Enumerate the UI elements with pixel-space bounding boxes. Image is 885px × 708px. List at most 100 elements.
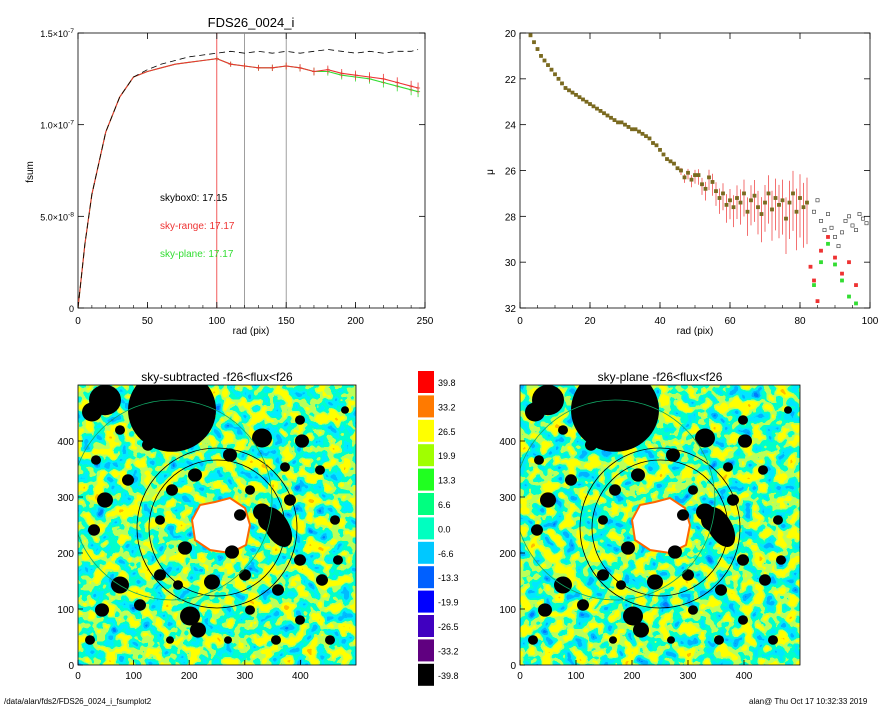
mu-point [773, 196, 778, 200]
mu-point [847, 260, 851, 265]
star-mask [316, 574, 328, 586]
mu-point [717, 196, 722, 200]
mu-point [700, 182, 704, 187]
star-mask [738, 434, 752, 448]
sky-subtracted-title: sky-subtracted -f26<flux<f26 [141, 370, 293, 384]
star-mask [88, 524, 100, 536]
annotation-sky-range: sky-range: 17.17 [160, 221, 235, 232]
mu-point [542, 58, 547, 63]
sky-plane-title: sky-plane -f26<flux<f26 [598, 370, 723, 384]
mu-point [591, 104, 596, 109]
star-mask [758, 465, 768, 475]
mu-point [703, 186, 708, 191]
mu-point [756, 205, 760, 210]
mu-point [826, 212, 830, 216]
star-mask [667, 636, 675, 644]
mu-point [822, 228, 827, 232]
mu-point [784, 216, 788, 221]
fsum-series-line [78, 58, 419, 308]
mu-point [745, 209, 750, 214]
mu-point [759, 212, 764, 216]
star-mask [623, 606, 643, 626]
star-mask [784, 406, 792, 414]
star-mask [280, 462, 290, 472]
x-tick-label: 200 [624, 671, 641, 682]
mu-point [633, 127, 638, 132]
mu-point [539, 54, 543, 58]
mu-point [864, 221, 869, 226]
mu-point [556, 76, 561, 81]
mu-point [843, 219, 848, 223]
x-tick-label: 400 [736, 671, 753, 682]
central-hole-edge-r [630, 496, 692, 555]
mu-point [553, 72, 557, 77]
star-mask [95, 603, 109, 617]
mu-point [840, 271, 844, 276]
mu-point [595, 106, 599, 111]
mu-point [675, 166, 680, 171]
mu-point [808, 264, 813, 269]
mu-point [812, 278, 816, 283]
mu-plot: 0 20 40 60 80 100 20 22 24 26 28 30 32 rad (pix) μ [485, 29, 879, 337]
y-tick-label: 100 [499, 605, 516, 616]
mu-point [696, 173, 701, 177]
aperture-inner [148, 459, 286, 597]
mu-point [850, 223, 855, 228]
sky-subtracted-frame [77, 384, 357, 666]
colorbar-label: -6.6 [438, 549, 454, 559]
star-mask [295, 434, 309, 448]
central-hole-edge [190, 496, 252, 555]
star-mask [688, 605, 698, 615]
star-mask [682, 569, 694, 581]
y-tick-label: 400 [499, 437, 516, 448]
star-mask [776, 555, 786, 565]
mu-point [833, 262, 837, 267]
star-mask [155, 515, 165, 525]
mu-point [567, 88, 571, 93]
star-mask [597, 569, 609, 581]
fsum-plot-ylabel: fsum [25, 161, 36, 183]
star-mask [142, 439, 154, 451]
star-mask [538, 603, 552, 617]
mu-point [651, 141, 655, 145]
x-tick-label: 0 [75, 671, 81, 682]
star-mask [245, 605, 255, 615]
fsum-series-line [78, 49, 419, 308]
x-tick-label: 80 [794, 316, 806, 327]
x-tick-label: 300 [236, 671, 253, 682]
mu-point [560, 81, 564, 86]
mu-point [612, 118, 617, 122]
star-mask [540, 492, 556, 508]
mu-point [546, 63, 550, 67]
star-mask [688, 485, 698, 495]
star-mask [252, 428, 272, 448]
colorbar-swatch [418, 468, 434, 491]
mu-point [626, 125, 631, 129]
mu-point [693, 173, 697, 177]
x-tick-label: 20 [584, 316, 596, 327]
mu-point [574, 92, 578, 97]
star-mask [558, 425, 568, 435]
colorbar-swatch [418, 395, 434, 418]
footer-path: /data/alan/fds2/FDS26_0024_i_fsumplot2 [4, 697, 152, 706]
star-mask [295, 415, 305, 425]
sky-plane-frame [519, 384, 801, 666]
mu-point [854, 301, 858, 306]
mu-point [616, 120, 620, 125]
star-mask [115, 425, 125, 435]
star-mask [577, 599, 589, 611]
colorbar-swatch [418, 639, 434, 662]
aperture-outer-r [579, 447, 741, 609]
star-mask [97, 492, 113, 508]
mu-point [833, 255, 837, 260]
mu-point [721, 191, 725, 196]
star-mask [180, 606, 200, 626]
mu-point [791, 191, 795, 196]
mu-point [815, 198, 820, 203]
mu-point [847, 294, 851, 299]
mu-point [563, 86, 568, 90]
mu-point [770, 207, 774, 212]
colorbar-label: 13.3 [438, 476, 456, 486]
star-mask [565, 474, 577, 486]
star-mask [647, 574, 663, 590]
